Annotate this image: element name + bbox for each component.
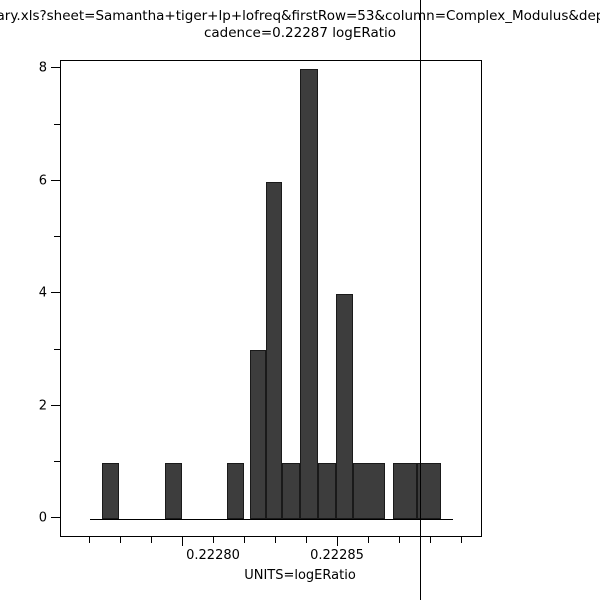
cursor-line[interactable] xyxy=(420,0,421,600)
y-axis-tick xyxy=(51,179,60,181)
x-axis-title: UNITS=logERatio xyxy=(244,568,356,583)
y-axis-tick-label: 8 xyxy=(38,60,47,76)
histogram-bar xyxy=(318,462,336,519)
y-axis-tick xyxy=(51,292,60,294)
y-axis-tick xyxy=(51,404,60,406)
x-axis-minor-tick xyxy=(120,537,121,543)
histogram-bar xyxy=(336,294,353,519)
chart-title-line-2: cadence=0.22287 logERatio xyxy=(203,25,397,41)
y-axis-minor-tick xyxy=(54,348,60,350)
plot-area xyxy=(60,60,482,537)
x-axis-tick-label: 0.22280 xyxy=(186,548,240,563)
x-axis-minor-tick xyxy=(275,537,276,543)
histogram-bar xyxy=(300,69,318,519)
y-axis-tick xyxy=(51,517,60,519)
y-axis: 0 2 4 6 8 xyxy=(0,0,60,600)
chart-title-line-1: mmary.xls?sheet=Samantha+tiger+lp+lofreq… xyxy=(0,8,600,24)
x-axis-minor-tick xyxy=(461,537,462,543)
histogram-bar xyxy=(417,462,441,519)
y-axis-tick-label: 2 xyxy=(38,398,47,413)
y-axis-tick-label: 4 xyxy=(38,285,47,301)
x-axis-tick-label: 0.22285 xyxy=(310,548,364,563)
x-axis: UNITS=logERatio 0.22280 0.22285 xyxy=(0,537,600,600)
x-axis-minor-tick xyxy=(89,537,90,543)
y-axis-tick-label: 0 xyxy=(38,510,47,526)
histogram-bar xyxy=(227,462,244,519)
x-axis-minor-tick xyxy=(306,537,307,543)
histogram-bar xyxy=(282,462,300,519)
histogram-bar xyxy=(102,462,119,519)
x-axis-minor-tick xyxy=(244,537,245,543)
y-axis-minor-tick xyxy=(54,236,60,238)
x-axis-minor-tick xyxy=(151,537,152,543)
x-axis-minor-tick xyxy=(368,537,369,543)
bars-layer xyxy=(61,61,483,538)
histogram-bar xyxy=(165,462,182,519)
y-axis-tick xyxy=(51,67,60,69)
y-axis-minor-tick xyxy=(54,123,60,125)
x-axis-minor-tick xyxy=(399,537,400,543)
histogram-bar xyxy=(250,350,266,519)
histogram-bar xyxy=(393,462,417,519)
y-axis-tick-label: 6 xyxy=(38,173,47,188)
x-axis-major-tick xyxy=(337,537,338,546)
y-axis-minor-tick xyxy=(54,461,60,463)
histogram-bar xyxy=(353,462,385,519)
x-axis-minor-tick xyxy=(430,537,431,543)
zero-baseline xyxy=(90,519,453,520)
x-axis-major-tick xyxy=(182,537,183,546)
histogram-bar xyxy=(266,181,282,519)
x-axis-minor-tick xyxy=(213,537,214,543)
